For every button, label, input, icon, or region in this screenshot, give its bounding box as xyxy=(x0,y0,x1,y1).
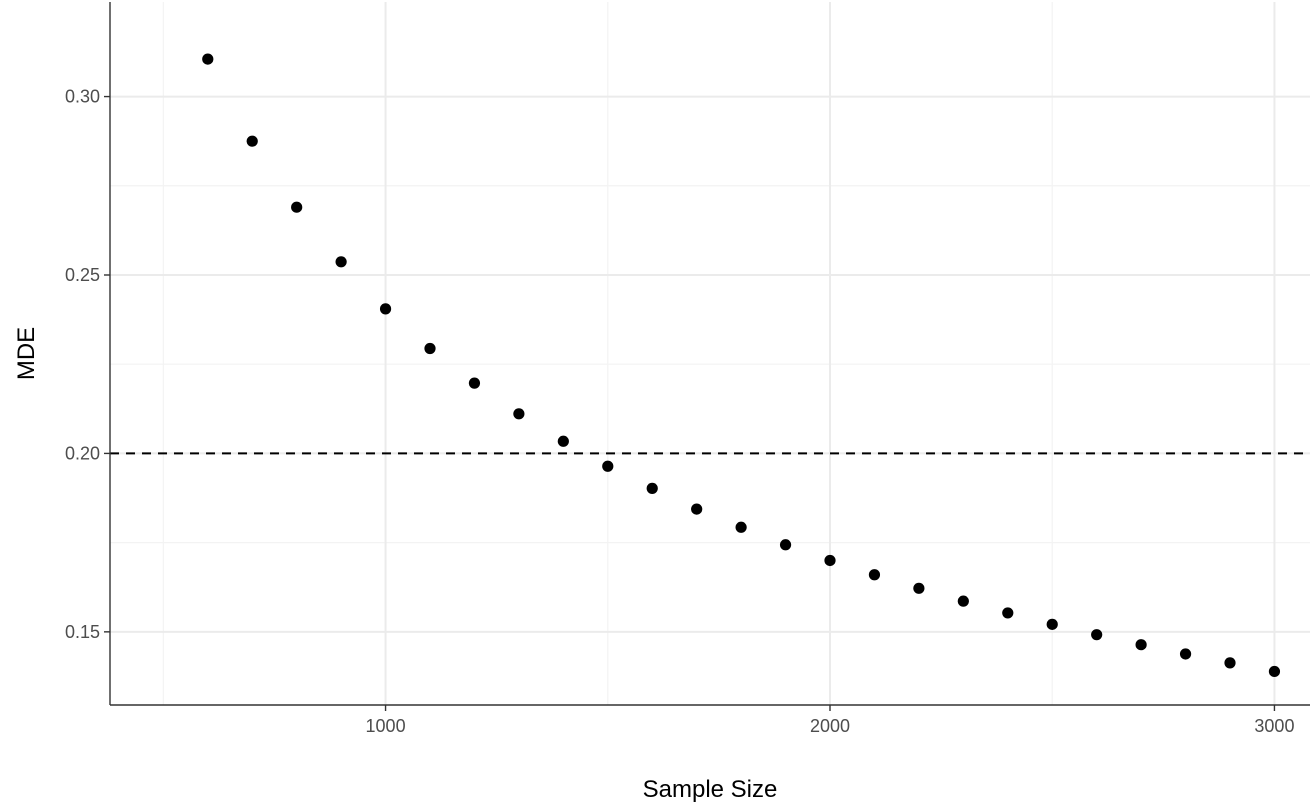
data-point xyxy=(1268,665,1281,678)
data-point xyxy=(735,521,747,533)
data-point xyxy=(957,595,969,607)
x-axis-title: Sample Size xyxy=(643,776,778,803)
x-tick-label: 3000 xyxy=(1254,716,1294,736)
data-point xyxy=(779,539,792,551)
points-layer xyxy=(202,53,1281,678)
data-point xyxy=(646,482,658,494)
data-point xyxy=(868,569,881,581)
data-point xyxy=(1002,607,1014,619)
y-tick-label: 0.15 xyxy=(65,622,100,642)
axes-layer xyxy=(109,2,1310,706)
data-point xyxy=(913,582,925,594)
y-tick-label: 0.30 xyxy=(65,87,100,107)
data-point xyxy=(1046,618,1058,630)
data-point xyxy=(379,303,392,315)
data-point xyxy=(557,435,569,447)
data-point xyxy=(468,377,481,389)
data-point xyxy=(691,503,703,515)
data-point xyxy=(291,201,303,213)
data-point xyxy=(202,53,214,65)
data-point xyxy=(602,460,614,472)
y-tick-label: 0.25 xyxy=(65,265,100,285)
grid-layer xyxy=(110,2,1310,705)
data-point xyxy=(1179,648,1192,660)
data-point xyxy=(1091,629,1103,641)
ticks-layer: 1000 2000 3000 0.15 0.20 0.25 0.30 xyxy=(65,87,1295,736)
data-point xyxy=(424,342,436,355)
y-tick-label: 0.20 xyxy=(65,443,100,463)
data-point xyxy=(824,554,836,567)
x-tick-label: 1000 xyxy=(366,716,406,736)
data-point xyxy=(1224,657,1236,669)
x-tick-label: 2000 xyxy=(810,716,850,736)
data-point xyxy=(335,256,347,268)
data-point xyxy=(513,408,525,420)
data-point xyxy=(1135,639,1147,651)
data-point xyxy=(246,135,258,147)
y-axis-title: MDE xyxy=(13,327,40,380)
